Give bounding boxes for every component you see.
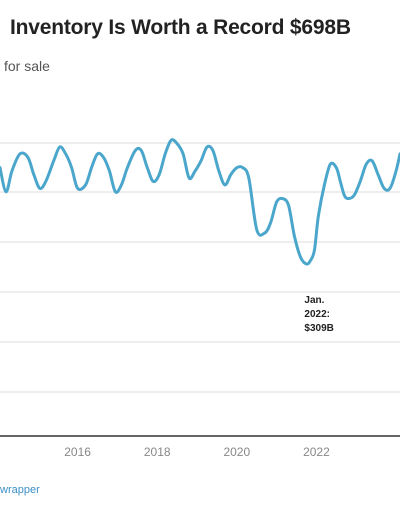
series-line-0 — [0, 138, 400, 266]
annotation-line: $309B — [304, 323, 333, 334]
source-note[interactable]: wrapper — [0, 484, 40, 496]
annotation-line: 2022: — [304, 309, 330, 320]
annotation-0: Jan. 2022: $309B — [304, 295, 333, 334]
series-layer — [0, 138, 400, 266]
tick-labels: 2016 2018 2020 2022 — [64, 445, 330, 459]
x-tick-label: 2018 — [144, 445, 171, 459]
chart-title: Inventory Is Worth a Record $698B — [10, 16, 351, 39]
x-tick-label: 2022 — [303, 445, 330, 459]
annotation-line: Jan. — [304, 295, 324, 306]
x-tick-label: 2020 — [223, 445, 250, 459]
x-tick-label: 2016 — [64, 445, 91, 459]
annotations: Jan. 2022: $309B — [304, 295, 333, 334]
grid-lines — [0, 142, 400, 393]
chart-subtitle: for sale — [4, 58, 50, 74]
